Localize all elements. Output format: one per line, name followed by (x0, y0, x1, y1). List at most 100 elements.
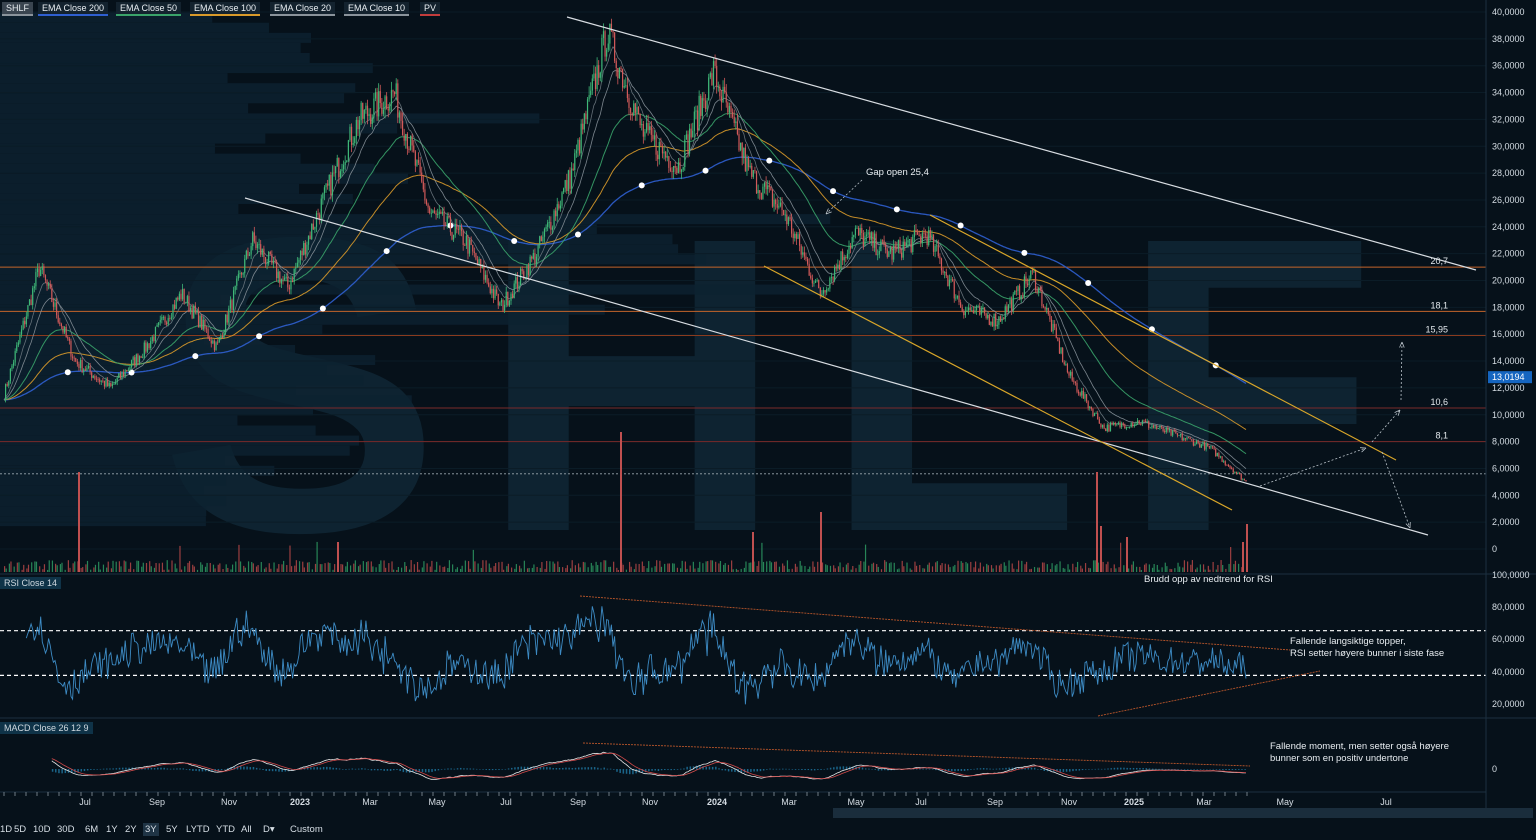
candle-body (255, 241, 257, 249)
macd-histogram-bar (1123, 767, 1125, 770)
candle-body (132, 357, 134, 361)
legend-ema-close-20[interactable]: EMA Close 20 (270, 2, 336, 16)
legend-ema-close-50[interactable]: EMA Close 50 (116, 2, 182, 16)
candle-body (188, 296, 190, 312)
candle-body (1020, 295, 1022, 300)
range-button-3y[interactable]: 3Y (143, 823, 159, 836)
range-button-ytd[interactable]: YTD (216, 824, 235, 835)
candle-body (969, 307, 971, 311)
volume-profile-bar (0, 234, 673, 245)
range-button-2y[interactable]: 2Y (125, 824, 137, 835)
range-button-lytd[interactable]: LYTD (186, 824, 210, 835)
candle-body (840, 251, 842, 270)
volume-bar (353, 563, 355, 572)
macd-histogram-bar (275, 769, 277, 772)
volume-bar (689, 565, 691, 572)
candle-body (1175, 431, 1177, 434)
volume-bar (893, 562, 895, 572)
candle-body (1127, 427, 1129, 429)
macd-histogram-bar (112, 768, 114, 770)
volume-bar (947, 564, 950, 572)
candle-body (695, 110, 697, 112)
macd-histogram-bar (1241, 769, 1243, 770)
range-button-6m[interactable]: 6M (85, 824, 99, 835)
volume-bar (469, 568, 471, 572)
price-axis-label: 38,0000 (1492, 34, 1525, 44)
candle-body (36, 268, 39, 273)
candle-body (478, 258, 480, 265)
volume-bar (898, 568, 900, 572)
volume-bar (295, 560, 297, 572)
candle-body (832, 277, 834, 280)
candle-body (555, 210, 557, 217)
candle-body (366, 105, 369, 116)
range-button-1y[interactable]: 1Y (106, 824, 118, 835)
candle-body (725, 91, 727, 103)
macd-histogram-bar (667, 769, 669, 770)
volume-bar (26, 568, 28, 572)
custom-range-button[interactable]: Custom (290, 824, 323, 835)
time-scrollbar[interactable] (833, 808, 1533, 818)
candle-body (113, 383, 115, 385)
volume-bar (69, 567, 71, 572)
macd-histogram-bar (1171, 769, 1173, 770)
candle-body (582, 123, 584, 130)
volume-bar (372, 566, 374, 572)
range-button-5d[interactable]: 5D (14, 824, 27, 835)
volume-bar (978, 568, 980, 572)
range-button-all[interactable]: All (241, 824, 252, 835)
candle-body (733, 116, 735, 123)
candle-body (1119, 422, 1121, 428)
macd-histogram-bar (201, 769, 204, 772)
macd-histogram-bar (979, 768, 982, 770)
macd-histogram-bar (106, 768, 108, 770)
volume-bar (498, 562, 500, 572)
legend-ema-close-100[interactable]: EMA Close 100 (190, 2, 261, 16)
candle-body (130, 360, 133, 368)
legend-shlf[interactable]: SHLF (2, 2, 34, 16)
range-button-30d[interactable]: 30D (57, 824, 75, 835)
candle-body (727, 102, 729, 113)
interval-dropdown[interactable]: D▾ (261, 823, 277, 836)
candle-body (263, 248, 265, 258)
range-button-1d[interactable]: 1D (0, 824, 13, 835)
candle-body (682, 167, 684, 170)
candle-body (810, 275, 812, 279)
candle-body (1226, 464, 1228, 466)
range-button-10d[interactable]: 10D (33, 824, 51, 835)
volume-bar (903, 566, 905, 572)
candle-body (371, 117, 373, 124)
macd-histogram-bar (322, 767, 325, 770)
range-button-5y[interactable]: 5Y (166, 824, 178, 835)
candle-body (1172, 430, 1174, 436)
candle-body (564, 180, 566, 189)
price-level-label: 15,95 (1425, 325, 1448, 335)
volume-bar (931, 566, 934, 572)
volume-bar (329, 563, 331, 572)
macd-histogram-bar (973, 768, 975, 770)
price-axis-label: 18,0000 (1492, 302, 1525, 312)
volume-bar (120, 566, 122, 572)
candle-body (1117, 422, 1120, 425)
legend-ema-close-200[interactable]: EMA Close 200 (38, 2, 109, 16)
volume-bar (979, 562, 981, 572)
volume-bar (439, 565, 441, 572)
volume-bar (962, 562, 964, 572)
macd-histogram-bar (246, 766, 248, 770)
legend-pv[interactable]: PV (420, 2, 441, 16)
volume-profile-bar (0, 475, 227, 486)
candle-body (867, 232, 869, 235)
time-axis-label: Mar (1196, 797, 1212, 807)
legend-ema-close-10[interactable]: EMA Close 10 (344, 2, 410, 16)
macd-histogram-bar (1218, 769, 1221, 770)
volume-bar (1062, 567, 1064, 572)
time-axis-label: Mar (781, 797, 797, 807)
candle-body (89, 366, 91, 373)
volume-bar (1033, 566, 1036, 572)
candle-body (947, 275, 949, 287)
macd-histogram-bar (1049, 769, 1052, 772)
candle-body (19, 334, 21, 343)
candle-body (629, 107, 632, 113)
candle-body (666, 156, 668, 158)
